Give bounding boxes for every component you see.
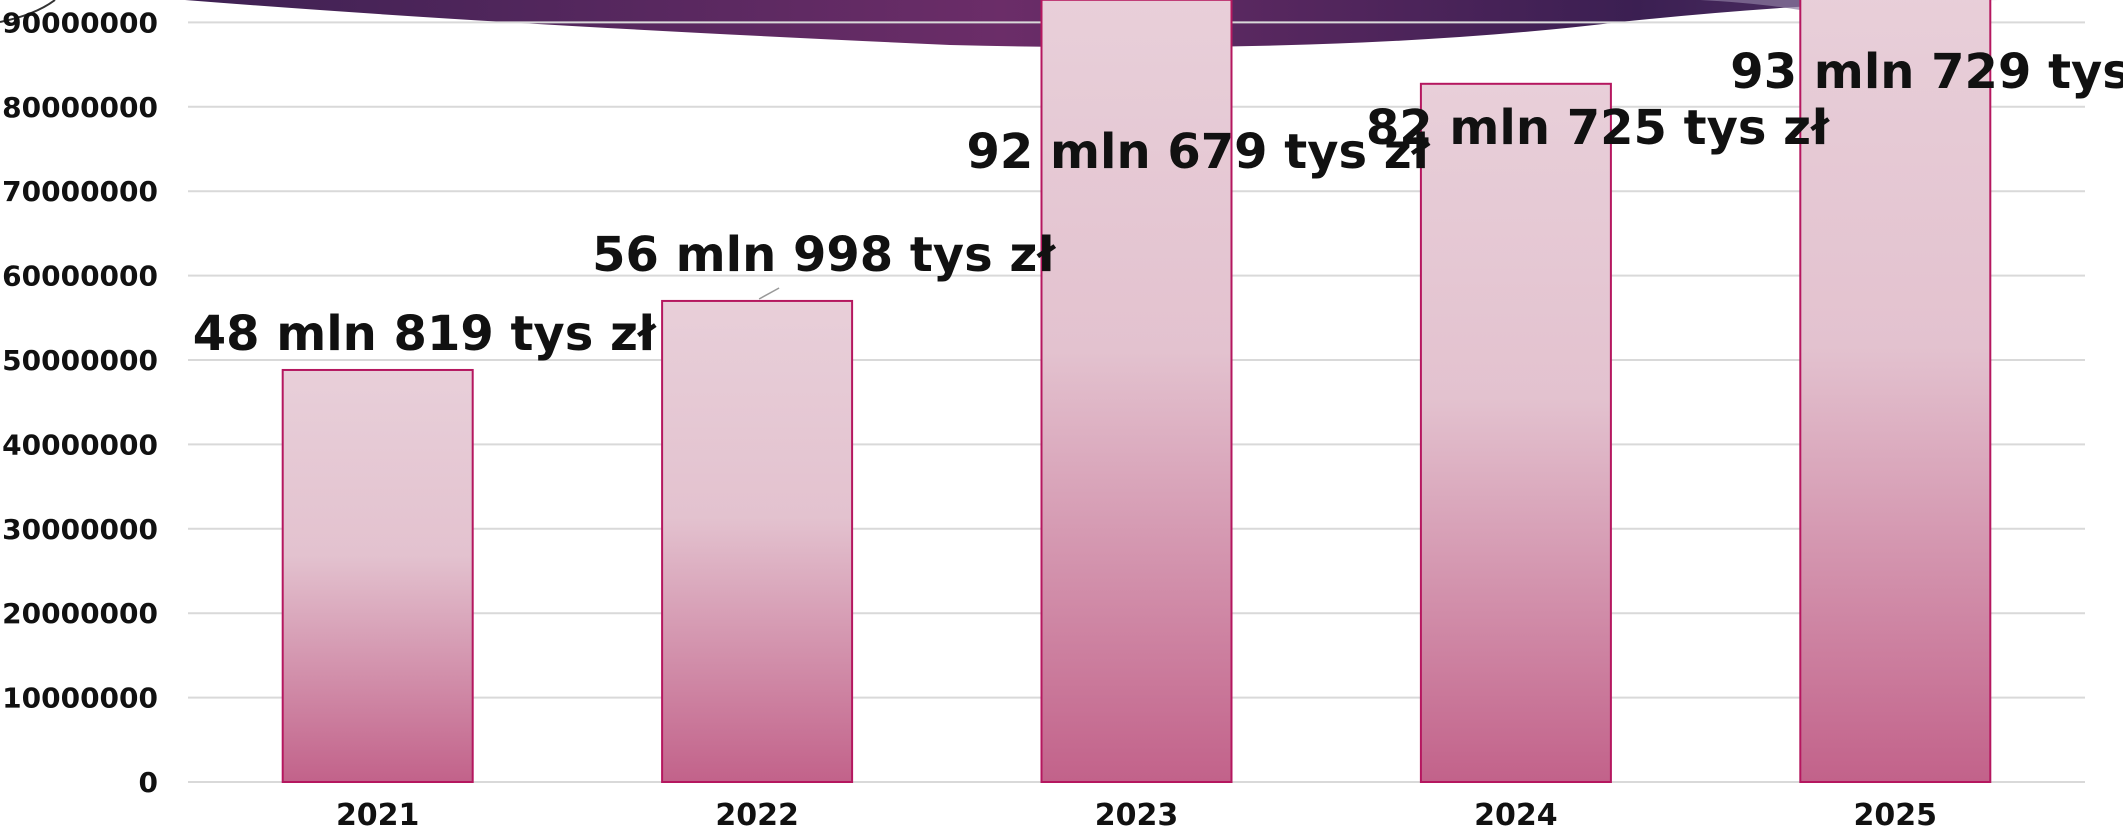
data-label: 93 mln 729 tys zł — [1730, 44, 2123, 100]
bar-2025 — [1799, 0, 1992, 783]
data-label: 92 mln 679 tys zł — [967, 124, 1431, 180]
data-label: 56 mln 998 tys zł — [592, 227, 1056, 283]
bar-2022 — [661, 299, 854, 783]
y-tick-label: 90000000 — [2, 6, 158, 39]
bar-2023 — [1040, 0, 1233, 783]
x-axis-categories: 2021 2022 2023 2024 2025 — [336, 798, 1937, 833]
decorative-banner — [0, 0, 2000, 48]
data-label: 48 mln 819 tys zł — [193, 306, 657, 362]
data-label: 82 mln 725 tys zł — [1366, 100, 1830, 156]
y-tick-label: 10000000 — [2, 682, 158, 715]
y-axis-ticks: 0 10000000 20000000 30000000 40000000 5000000… — [2, 6, 158, 799]
y-tick-label: 80000000 — [2, 91, 158, 124]
x-tick-label: 2021 — [336, 798, 420, 833]
y-tick-label: 40000000 — [2, 428, 158, 461]
y-tick-label: 20000000 — [2, 597, 158, 630]
y-tick-label: 30000000 — [2, 513, 158, 546]
y-tick-label: 60000000 — [2, 260, 158, 293]
y-tick-label: 0 — [139, 766, 158, 799]
label-leader-line — [758, 287, 780, 300]
bars — [281, 0, 1992, 783]
bar-2021 — [281, 368, 474, 783]
bar-2024 — [1419, 82, 1612, 783]
x-tick-label: 2024 — [1474, 798, 1558, 833]
y-tick-label: 50000000 — [2, 344, 158, 377]
x-tick-label: 2025 — [1854, 798, 1938, 833]
y-tick-label: 70000000 — [2, 175, 158, 208]
x-tick-label: 2022 — [715, 798, 799, 833]
x-tick-label: 2023 — [1095, 798, 1179, 833]
data-labels: 48 mln 819 tys zł 56 mln 998 tys zł 92 mln… — [193, 44, 2123, 362]
